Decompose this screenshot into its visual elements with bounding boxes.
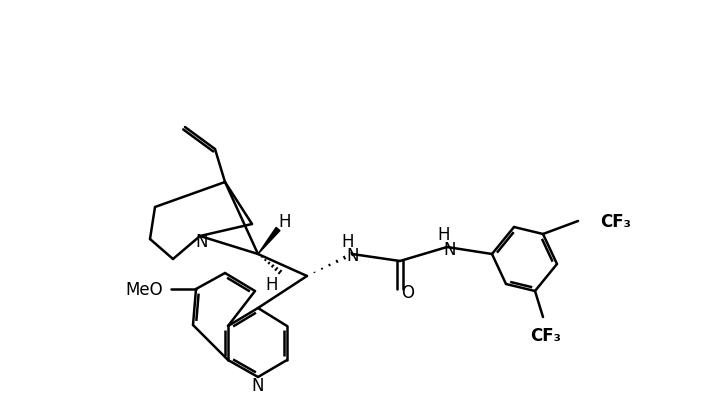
Text: CF₃: CF₃ [600,212,631,230]
Text: H: H [342,233,354,250]
Text: H: H [279,212,291,230]
Text: O: O [401,283,414,301]
Text: N: N [347,247,360,264]
Text: N: N [252,376,265,394]
Text: H: H [266,275,278,293]
Text: H: H [438,225,450,243]
Polygon shape [258,228,280,254]
Text: N: N [196,233,209,250]
Text: CF₃: CF₃ [531,326,562,344]
Text: N: N [444,240,457,259]
Text: MeO: MeO [125,280,163,298]
